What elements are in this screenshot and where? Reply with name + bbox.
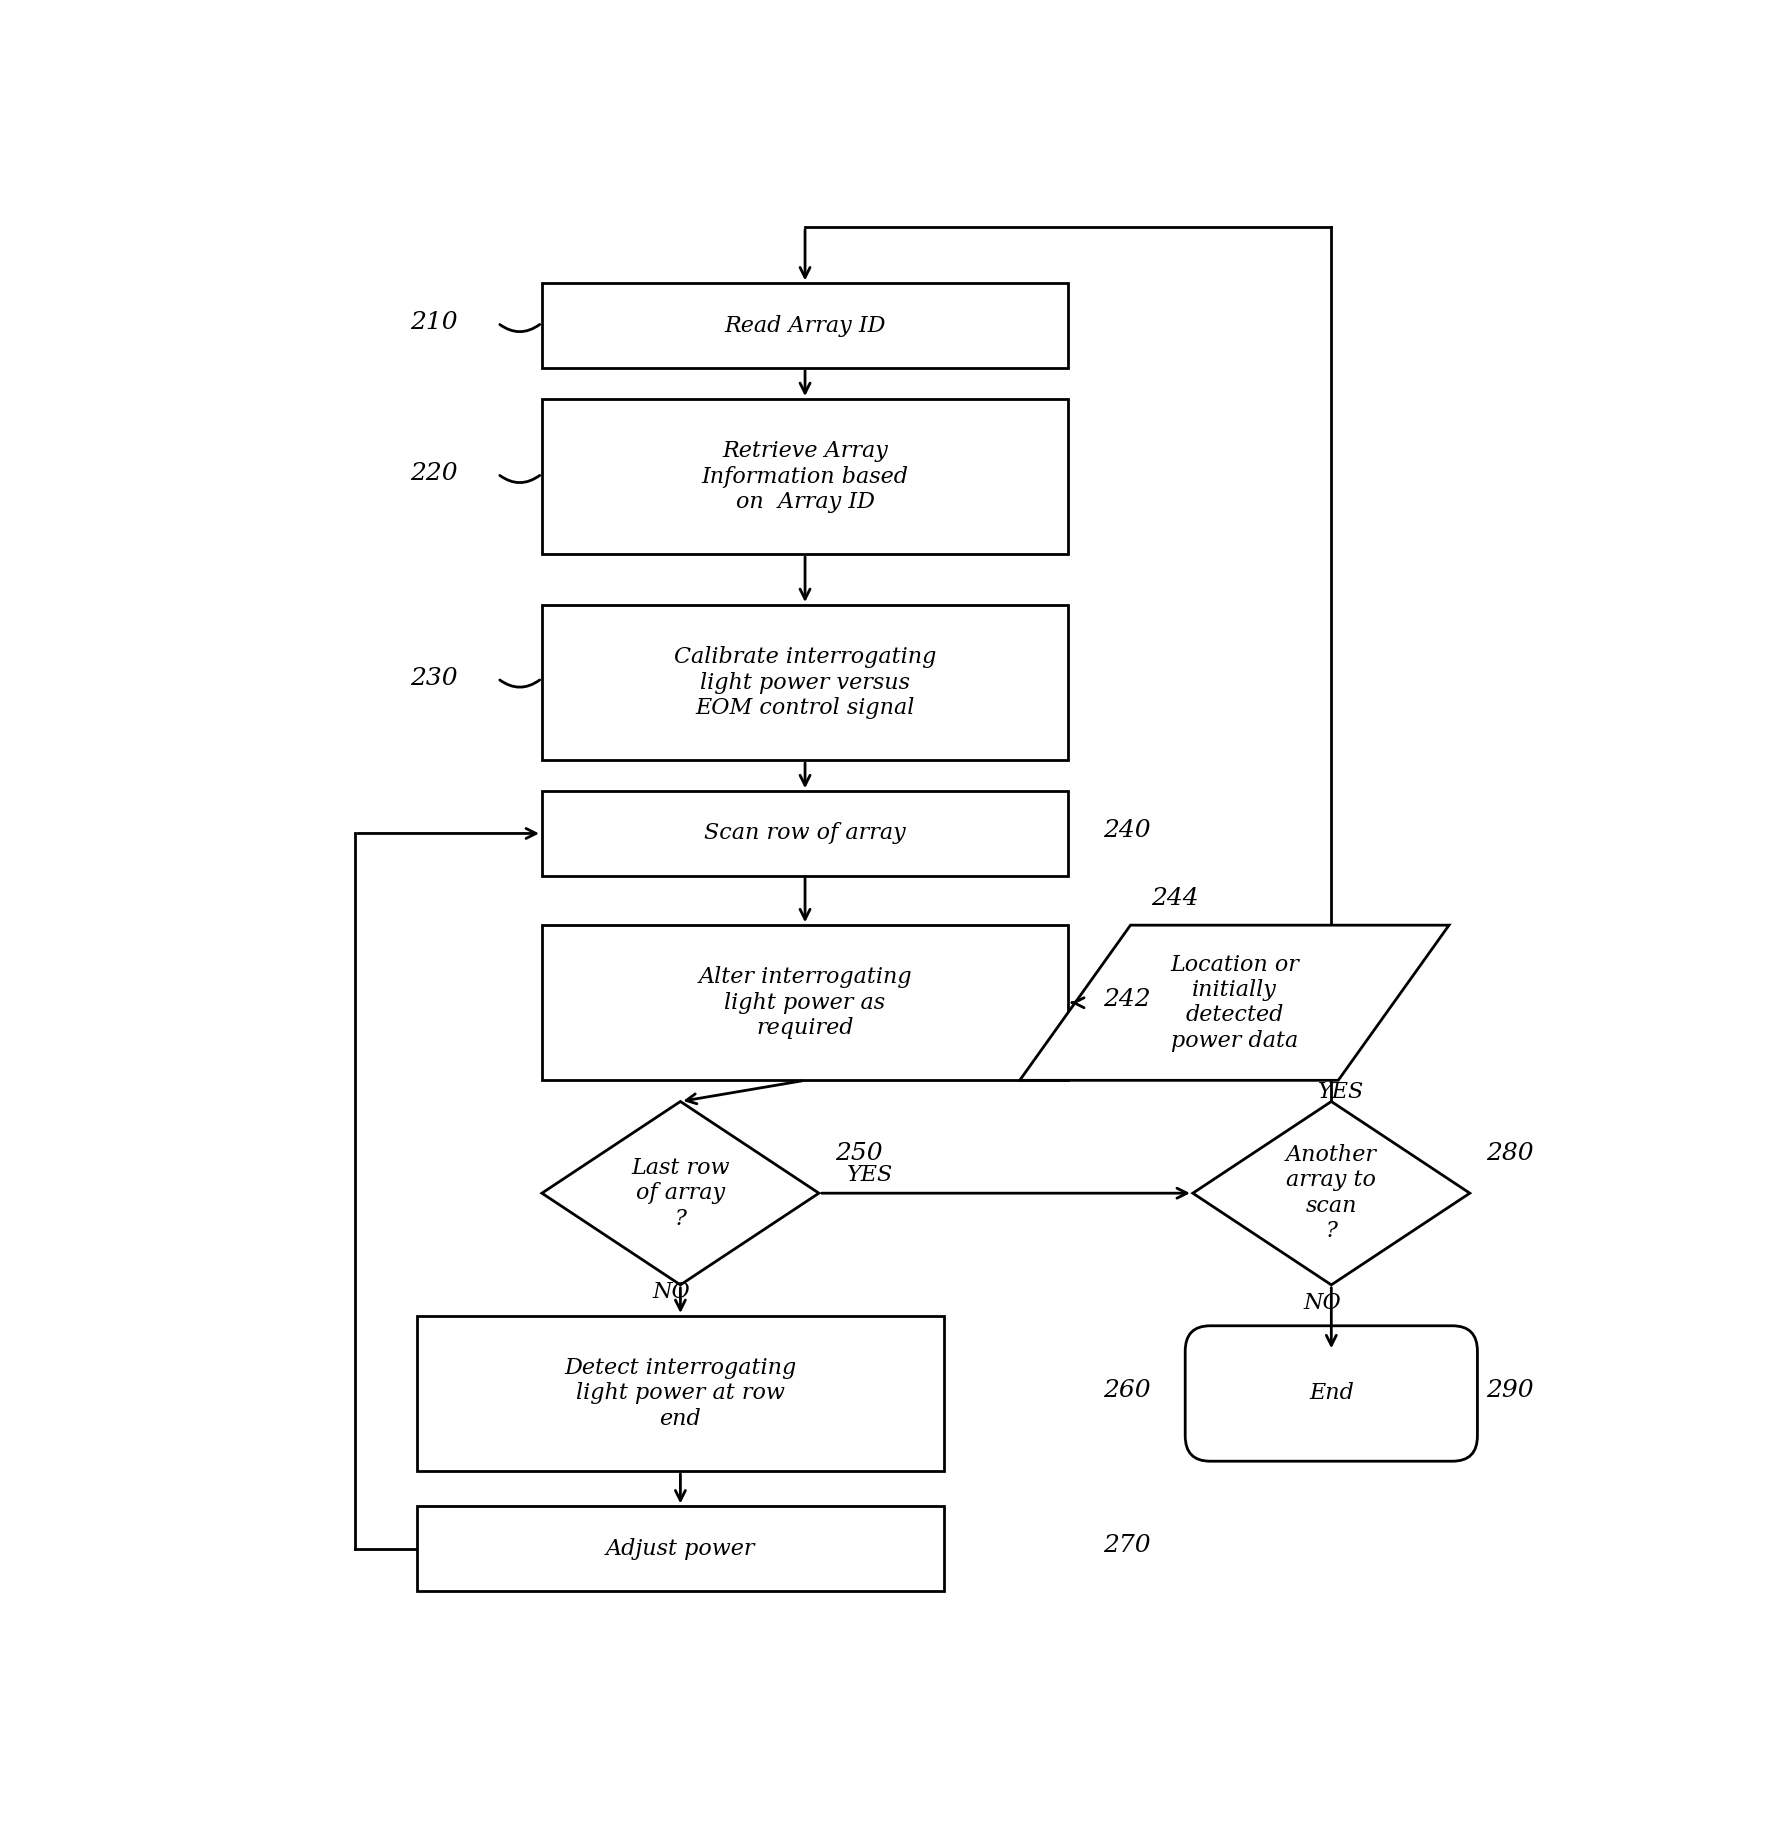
Text: Detect interrogating
light power at row
end: Detect interrogating light power at row … (565, 1358, 797, 1431)
Polygon shape (1194, 1101, 1469, 1284)
Text: YES: YES (847, 1163, 894, 1185)
Text: 240: 240 (1103, 819, 1151, 843)
FancyBboxPatch shape (541, 925, 1069, 1081)
Text: Alter interrogating
light power as
required: Alter interrogating light power as requi… (699, 965, 911, 1039)
Text: 280: 280 (1487, 1141, 1533, 1165)
FancyBboxPatch shape (1185, 1326, 1478, 1462)
Text: Scan row of array: Scan row of array (704, 823, 906, 845)
Text: End: End (1308, 1383, 1355, 1405)
Text: 260: 260 (1103, 1379, 1151, 1401)
Polygon shape (541, 1101, 818, 1284)
Text: 270: 270 (1103, 1535, 1151, 1557)
Text: 230: 230 (411, 667, 457, 691)
Text: NO: NO (652, 1281, 690, 1303)
FancyBboxPatch shape (418, 1315, 944, 1471)
Text: 242: 242 (1103, 989, 1151, 1011)
FancyBboxPatch shape (541, 605, 1069, 760)
Text: Retrieve Array
Information based
on  Array ID: Retrieve Array Information based on Arra… (702, 440, 908, 513)
Text: Read Array ID: Read Array ID (724, 315, 886, 337)
Text: 220: 220 (411, 462, 457, 485)
Text: 250: 250 (836, 1141, 883, 1165)
Text: 210: 210 (411, 311, 457, 333)
Text: 290: 290 (1487, 1379, 1533, 1401)
Text: Last row
of array
?: Last row of array ? (631, 1156, 729, 1229)
Polygon shape (1020, 925, 1449, 1081)
FancyBboxPatch shape (541, 791, 1069, 876)
FancyBboxPatch shape (418, 1506, 944, 1590)
Text: YES: YES (1317, 1081, 1363, 1103)
Text: 244: 244 (1151, 887, 1199, 911)
Text: Adjust power: Adjust power (606, 1537, 756, 1559)
FancyBboxPatch shape (541, 284, 1069, 368)
Text: NO: NO (1305, 1292, 1342, 1314)
Text: Calibrate interrogating
light power versus
EOM control signal: Calibrate interrogating light power vers… (674, 647, 936, 718)
FancyBboxPatch shape (541, 399, 1069, 553)
Text: Another
array to
scan
?: Another array to scan ? (1287, 1143, 1376, 1242)
Text: Location or
initially
detected
power data: Location or initially detected power dat… (1170, 954, 1299, 1052)
